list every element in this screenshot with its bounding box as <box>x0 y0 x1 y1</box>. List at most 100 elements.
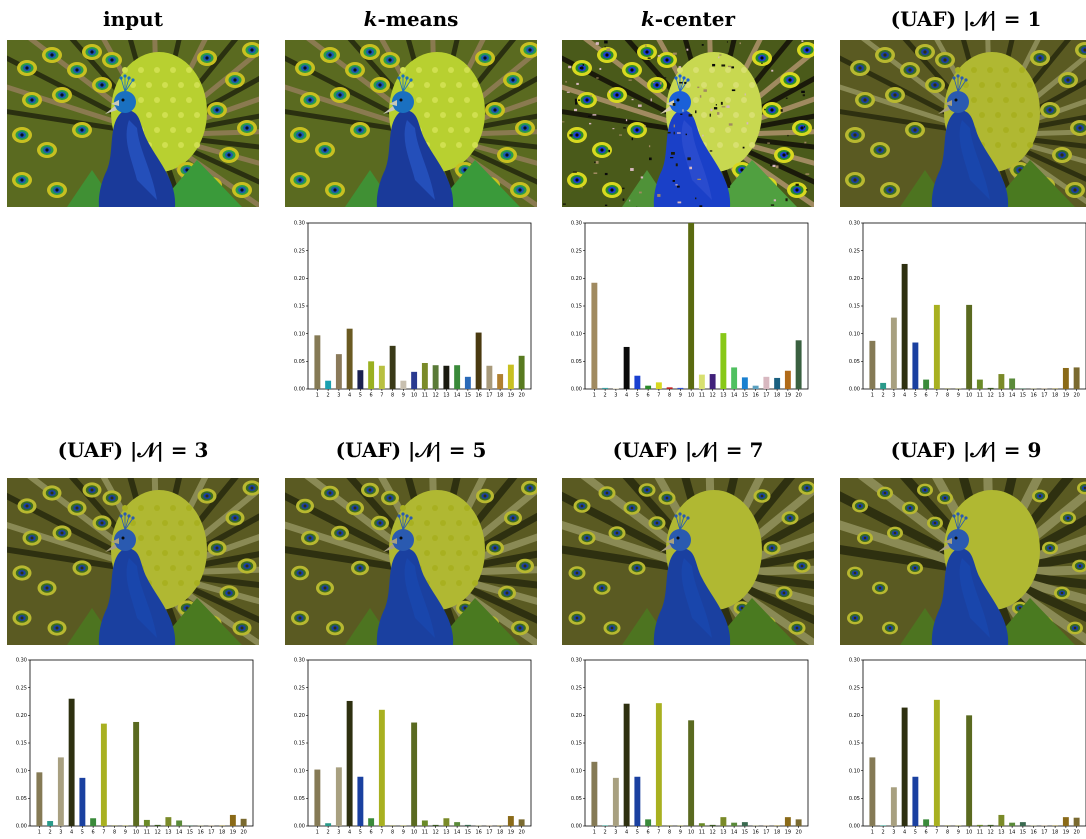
eyespot-core <box>645 50 649 54</box>
fan-scale <box>472 112 478 118</box>
noise-speck <box>677 201 682 204</box>
eyespot-core <box>493 546 497 550</box>
eyespot-core <box>323 586 327 590</box>
bar <box>421 362 428 389</box>
bar-chart: 0.00 0.05 0.10 0.15 0.20 0.25 0.30 1 2 3 4 5 6 7 8 9 10 1… <box>562 220 814 399</box>
bar <box>314 769 321 826</box>
eyespot-core <box>30 98 34 102</box>
x-tick-label: 16 <box>475 393 481 399</box>
x-tick-label: 20 <box>518 830 524 836</box>
noise-speck <box>562 203 566 205</box>
eyespot-core <box>368 488 372 492</box>
bar <box>335 767 342 826</box>
bar <box>966 715 973 826</box>
eyespot-core <box>55 188 59 192</box>
eyespot-core <box>227 153 231 157</box>
eyespot-core <box>760 494 764 498</box>
noise-speck <box>728 185 731 188</box>
x-tick-label: 10 <box>411 393 417 399</box>
crest-feather <box>953 515 959 531</box>
noise-speck <box>713 107 718 110</box>
fan-scale <box>154 565 160 571</box>
noise-speck <box>684 81 687 84</box>
x-tick-label: 11 <box>422 830 428 836</box>
eyespot-core <box>25 66 29 70</box>
x-tick-label: 6 <box>370 830 373 836</box>
bar <box>133 721 140 826</box>
x-tick-label: 8 <box>113 830 116 836</box>
fan-scale <box>741 67 747 73</box>
eyespot-core <box>518 188 522 192</box>
noise-speck <box>595 42 599 45</box>
eyespot-core <box>858 504 862 508</box>
x-tick-label: 1 <box>871 830 874 836</box>
noise-speck <box>596 77 599 79</box>
x-tick-label: 2 <box>882 830 885 836</box>
crest-tip <box>960 76 964 80</box>
eyespot-core <box>610 188 614 192</box>
bar <box>122 825 129 826</box>
x-tick-label: 3 <box>614 830 617 836</box>
fan-scale <box>146 550 152 556</box>
body-highlight <box>959 120 990 200</box>
crest-feather <box>402 79 412 93</box>
bar <box>208 825 215 826</box>
peacock-head <box>947 91 969 113</box>
eyespot-core <box>853 133 857 137</box>
x-tick-label: 18 <box>219 830 225 836</box>
noise-speck <box>648 145 651 148</box>
eyespot-core <box>90 50 94 54</box>
beak <box>938 544 950 552</box>
crest-feather <box>120 515 126 531</box>
green-plumage <box>990 160 1075 207</box>
bar <box>346 700 353 826</box>
noise-speck <box>773 199 776 202</box>
eye <box>676 98 680 102</box>
crest-tip <box>131 516 135 520</box>
x-tick-label: 5 <box>914 830 917 836</box>
bar <box>47 821 54 826</box>
noise-speck <box>616 105 620 109</box>
noise-speck <box>695 197 697 200</box>
noise-speck <box>785 198 788 202</box>
eyespot-core <box>303 66 307 70</box>
bar <box>944 825 951 826</box>
fan-scale <box>146 82 152 88</box>
eyespot-core <box>45 586 49 590</box>
fan-scale <box>186 127 192 133</box>
beak <box>660 544 672 552</box>
x-tick-label: 17 <box>763 830 769 836</box>
bar <box>923 379 930 389</box>
noise-speck <box>579 66 582 70</box>
x-tick-label: 17 <box>208 830 214 836</box>
eyespot-core <box>888 188 892 192</box>
noise-speck <box>703 89 707 92</box>
noise-speck <box>670 151 675 155</box>
fan-scale <box>400 67 406 73</box>
noise-speck <box>804 141 807 144</box>
bar-chart: 0.00 0.05 0.10 0.15 0.20 0.25 0.30 1 2 3 4 5 6 7 8 9 10 1… <box>840 220 1086 399</box>
fan-scale <box>987 127 993 133</box>
eyespot-core <box>245 564 249 568</box>
x-tick-label: 6 <box>370 393 373 399</box>
noise-speck <box>572 171 577 173</box>
eye <box>399 98 403 102</box>
eyespot-core <box>923 50 927 54</box>
bar <box>411 371 418 389</box>
noise-speck <box>699 95 702 98</box>
y-tick-label: 0.15 <box>294 741 305 747</box>
fan-scale <box>154 535 160 541</box>
fan-scale <box>170 505 176 511</box>
eyespot-core <box>323 148 327 152</box>
x-tick-label: 8 <box>391 830 394 836</box>
crest-feather <box>402 77 408 93</box>
green-plumage <box>712 598 797 645</box>
eyespot-core <box>20 571 24 575</box>
x-tick-label: 13 <box>443 393 449 399</box>
noise-speck <box>801 40 804 42</box>
noise-speck <box>592 114 597 116</box>
x-tick-label: 5 <box>914 393 917 399</box>
noise-speck <box>772 164 776 167</box>
x-tick-label: 9 <box>679 830 682 836</box>
green-plumage <box>990 598 1075 645</box>
